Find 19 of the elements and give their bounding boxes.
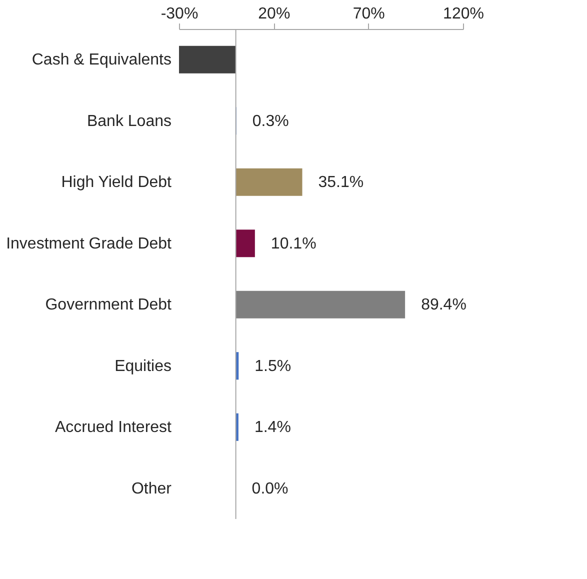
- y-tick-label: Accrued Interest: [55, 419, 172, 436]
- data-label: 35.1%: [318, 174, 364, 192]
- x-tick-label: 120%: [443, 6, 484, 22]
- x-tick-label: -30%: [160, 6, 198, 22]
- x-tick-label: 70%: [352, 6, 385, 22]
- data-label: 1.4%: [254, 419, 291, 436]
- y-tick-label: Bank Loans: [86, 112, 172, 130]
- data-label: 1.5%: [254, 358, 292, 375]
- data-label: 0.0%: [252, 480, 288, 498]
- x-tick-label: 20%: [258, 6, 290, 22]
- data-label: 89.4%: [421, 296, 466, 314]
- y-tick-label: Investment Grade Debt: [6, 235, 172, 252]
- data-label: 10.1%: [270, 235, 316, 252]
- y-tick-label: Government Debt: [45, 296, 172, 314]
- y-tick-label: Cash & Equivalents: [32, 52, 172, 69]
- y-tick-label: High Yield Debt: [61, 174, 172, 192]
- y-tick-label: Other: [131, 480, 172, 498]
- data-label: 0.3%: [252, 112, 289, 130]
- y-tick-label: Equities: [114, 358, 172, 375]
